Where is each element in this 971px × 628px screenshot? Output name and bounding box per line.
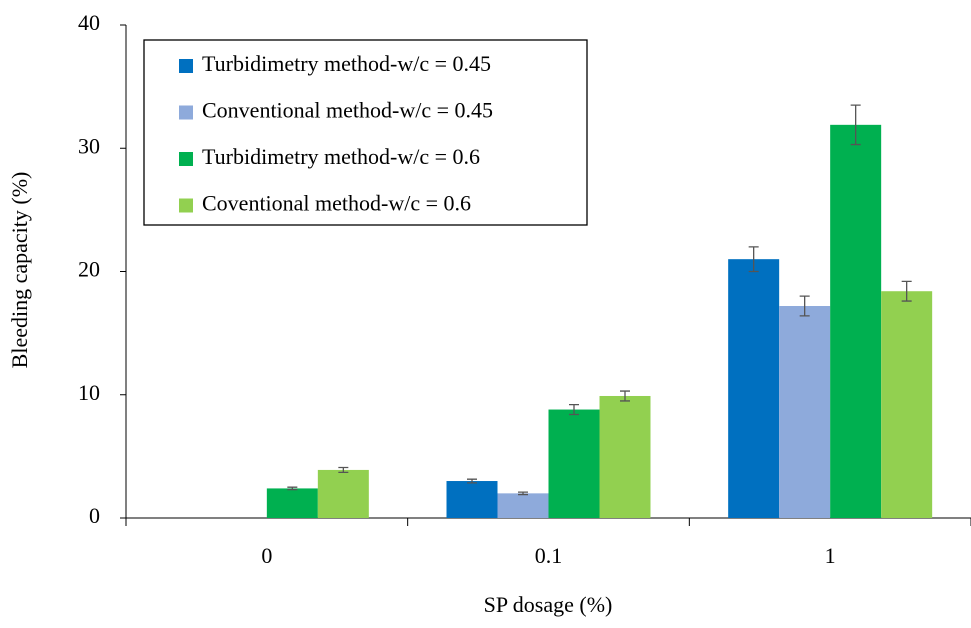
bar	[497, 493, 549, 518]
error-bar	[467, 478, 477, 484]
y-tick-label: 40	[78, 10, 100, 35]
y-tick-label: 30	[78, 133, 100, 158]
bar	[830, 124, 882, 519]
error-bar	[338, 466, 349, 474]
legend-label: Conventional method-w/c = 0.45	[202, 98, 493, 123]
y-axis-title: Bleeding capacity (%)	[7, 172, 32, 369]
error-bar	[569, 403, 579, 416]
bar	[266, 488, 318, 518]
bar	[317, 469, 369, 518]
bar	[881, 291, 933, 518]
bar	[548, 409, 600, 518]
bar	[779, 306, 831, 518]
error-bar	[620, 390, 630, 402]
y-tick-label: 10	[78, 380, 100, 405]
error-bar	[748, 246, 759, 273]
x-tick-label: 1	[825, 543, 836, 568]
legend-swatch	[179, 152, 193, 166]
legend-box	[143, 39, 588, 226]
bar	[728, 259, 780, 518]
error-bar	[518, 491, 528, 496]
y-tick-label: 0	[89, 503, 100, 528]
x-tick-label: 0.1	[535, 543, 563, 568]
x-axis-title: SP dosage (%)	[484, 592, 613, 617]
x-tick-label: 0	[261, 543, 272, 568]
bar	[446, 481, 498, 518]
legend-swatch	[179, 198, 193, 213]
legend-label: Turbidimetry method-w/c = 0.45	[202, 51, 491, 76]
y-tick-label: 20	[78, 257, 100, 282]
error-bar	[287, 486, 298, 491]
legend-swatch	[179, 105, 193, 120]
legend-label: Coventional method-w/c = 0.6	[202, 191, 471, 216]
error-bar	[901, 280, 912, 302]
error-bar	[850, 104, 861, 146]
bar	[599, 395, 651, 518]
error-bar	[799, 295, 810, 317]
legend-swatch	[179, 59, 193, 73]
legend-label: Turbidimetry method-w/c = 0.6	[202, 144, 480, 169]
